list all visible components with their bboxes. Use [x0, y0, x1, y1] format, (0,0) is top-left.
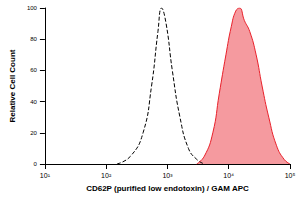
- svg-text:0: 0: [34, 161, 38, 167]
- svg-text:60: 60: [30, 67, 37, 73]
- svg-text:Relative Cell Count: Relative Cell Count: [8, 49, 17, 122]
- svg-text:10⁴: 10⁴: [223, 172, 234, 179]
- svg-text:10⁵: 10⁵: [285, 172, 296, 179]
- svg-text:10²: 10²: [101, 172, 112, 179]
- svg-text:20: 20: [30, 130, 37, 136]
- svg-text:10¹: 10¹: [40, 172, 51, 179]
- svg-text:80: 80: [30, 36, 37, 42]
- svg-text:CD62P (purified low endotoxin): CD62P (purified low endotoxin) / GAM APC: [86, 184, 249, 193]
- svg-text:10³: 10³: [162, 172, 173, 179]
- svg-text:100: 100: [27, 5, 38, 11]
- svg-text:40: 40: [30, 99, 37, 105]
